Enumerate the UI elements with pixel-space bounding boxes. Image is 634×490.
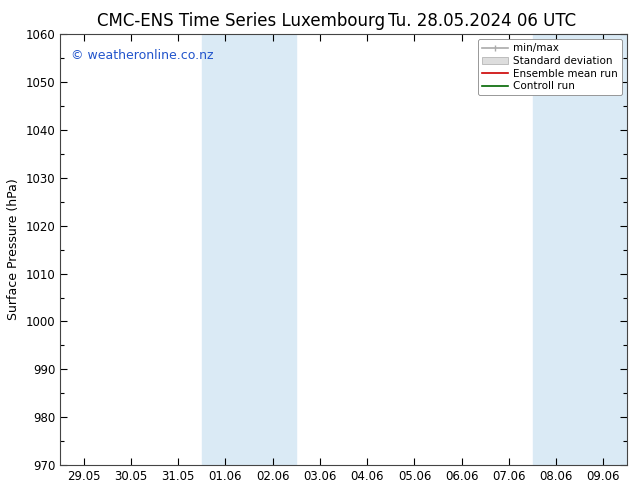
Text: CMC-ENS Time Series Luxembourg: CMC-ENS Time Series Luxembourg (97, 12, 385, 30)
Text: © weatheronline.co.nz: © weatheronline.co.nz (72, 49, 214, 62)
Legend: min/max, Standard deviation, Ensemble mean run, Controll run: min/max, Standard deviation, Ensemble me… (477, 39, 622, 96)
Y-axis label: Surface Pressure (hPa): Surface Pressure (hPa) (7, 179, 20, 320)
Bar (202, 34, 296, 465)
Text: Tu. 28.05.2024 06 UTC: Tu. 28.05.2024 06 UTC (388, 12, 576, 30)
Bar (533, 34, 627, 465)
